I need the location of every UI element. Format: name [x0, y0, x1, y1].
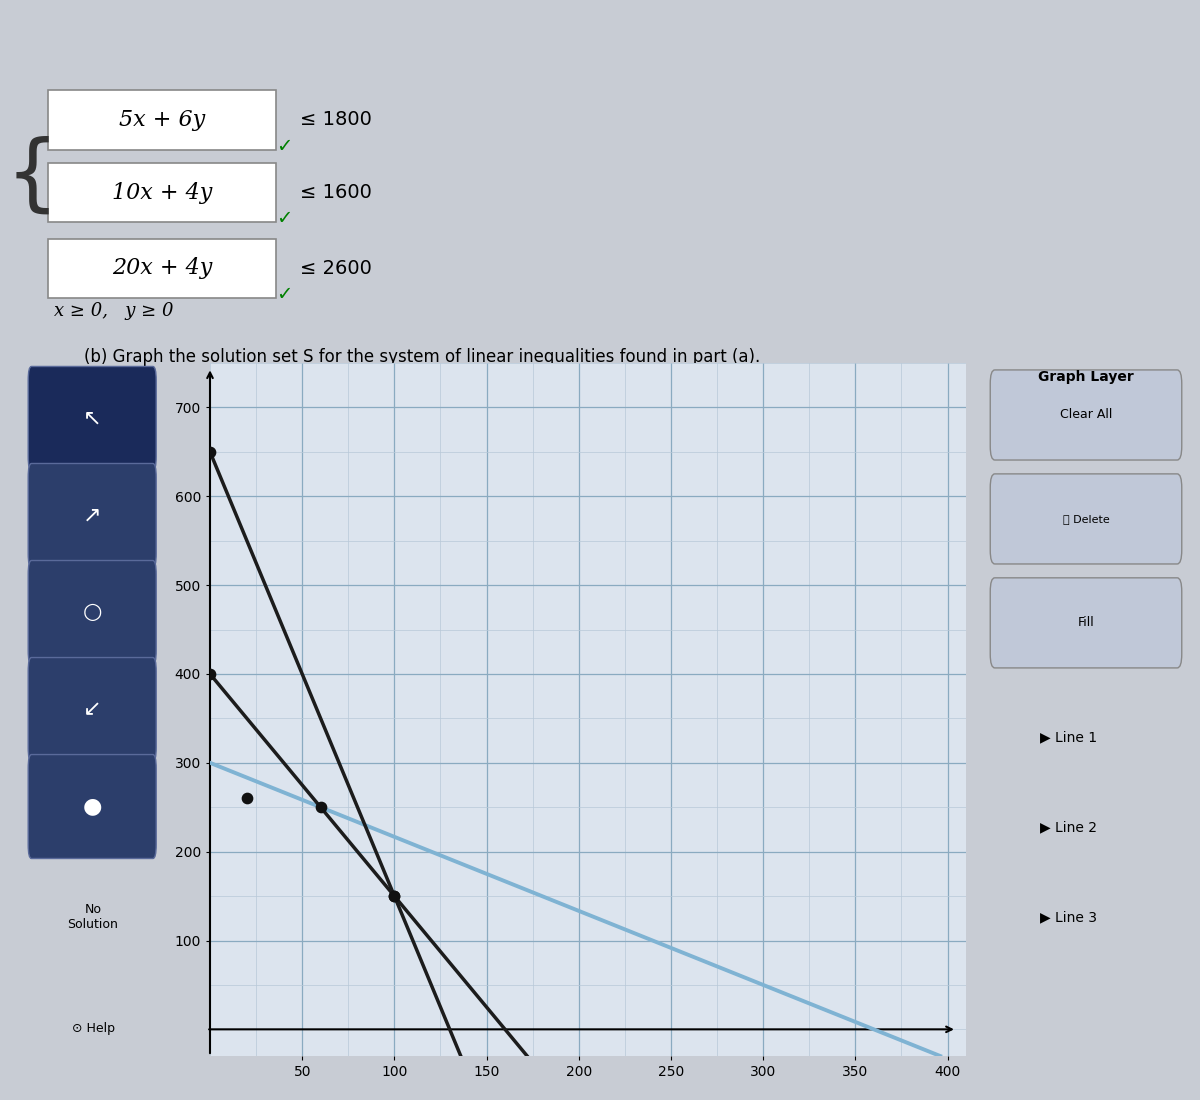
FancyBboxPatch shape [48, 239, 276, 298]
FancyBboxPatch shape [990, 474, 1182, 564]
Text: Graph Layer: Graph Layer [1038, 370, 1134, 384]
Text: ≤ 2600: ≤ 2600 [300, 258, 372, 278]
Text: ≤ 1600: ≤ 1600 [300, 183, 372, 202]
Point [311, 799, 330, 816]
Text: ≤ 1800: ≤ 1800 [300, 110, 372, 130]
FancyBboxPatch shape [48, 163, 276, 222]
Text: x ≥ 0,   y ≥ 0: x ≥ 0, y ≥ 0 [54, 302, 174, 320]
Text: ⊙ Help: ⊙ Help [72, 1022, 114, 1035]
Text: ↖: ↖ [83, 408, 102, 428]
Text: No
Solution: No Solution [67, 903, 119, 932]
Point [200, 443, 220, 461]
Text: 🗑 Delete: 🗑 Delete [1063, 514, 1109, 524]
Text: (b) Graph the solution set S for the system of linear inequalities found in part: (b) Graph the solution set S for the sys… [84, 348, 761, 365]
Text: Fill: Fill [1078, 616, 1094, 629]
Text: ●: ● [83, 796, 102, 816]
Text: 10x + 4y: 10x + 4y [112, 182, 212, 204]
FancyBboxPatch shape [29, 366, 156, 471]
Text: ✓: ✓ [276, 136, 293, 156]
Text: ▶ Line 2: ▶ Line 2 [1040, 821, 1098, 834]
Text: ○: ○ [83, 603, 102, 623]
Text: ↙: ↙ [83, 700, 102, 719]
Text: 5x + 6y: 5x + 6y [119, 109, 205, 131]
FancyBboxPatch shape [29, 561, 156, 664]
FancyBboxPatch shape [29, 658, 156, 761]
Text: ▶ Line 1: ▶ Line 1 [1040, 730, 1098, 745]
Text: ✓: ✓ [276, 209, 293, 229]
Point [385, 888, 404, 905]
FancyBboxPatch shape [48, 90, 276, 150]
Text: ✓: ✓ [276, 285, 293, 305]
Point [200, 666, 220, 683]
FancyBboxPatch shape [990, 578, 1182, 668]
FancyBboxPatch shape [29, 463, 156, 568]
FancyBboxPatch shape [990, 370, 1182, 460]
Point [238, 790, 257, 807]
Text: 20x + 4y: 20x + 4y [112, 257, 212, 279]
FancyBboxPatch shape [29, 755, 156, 858]
Text: {: { [6, 135, 59, 217]
Text: ▶ Line 3: ▶ Line 3 [1040, 911, 1098, 924]
Text: Clear All: Clear All [1060, 408, 1112, 421]
Point [385, 888, 404, 905]
Text: ↗: ↗ [83, 506, 102, 526]
